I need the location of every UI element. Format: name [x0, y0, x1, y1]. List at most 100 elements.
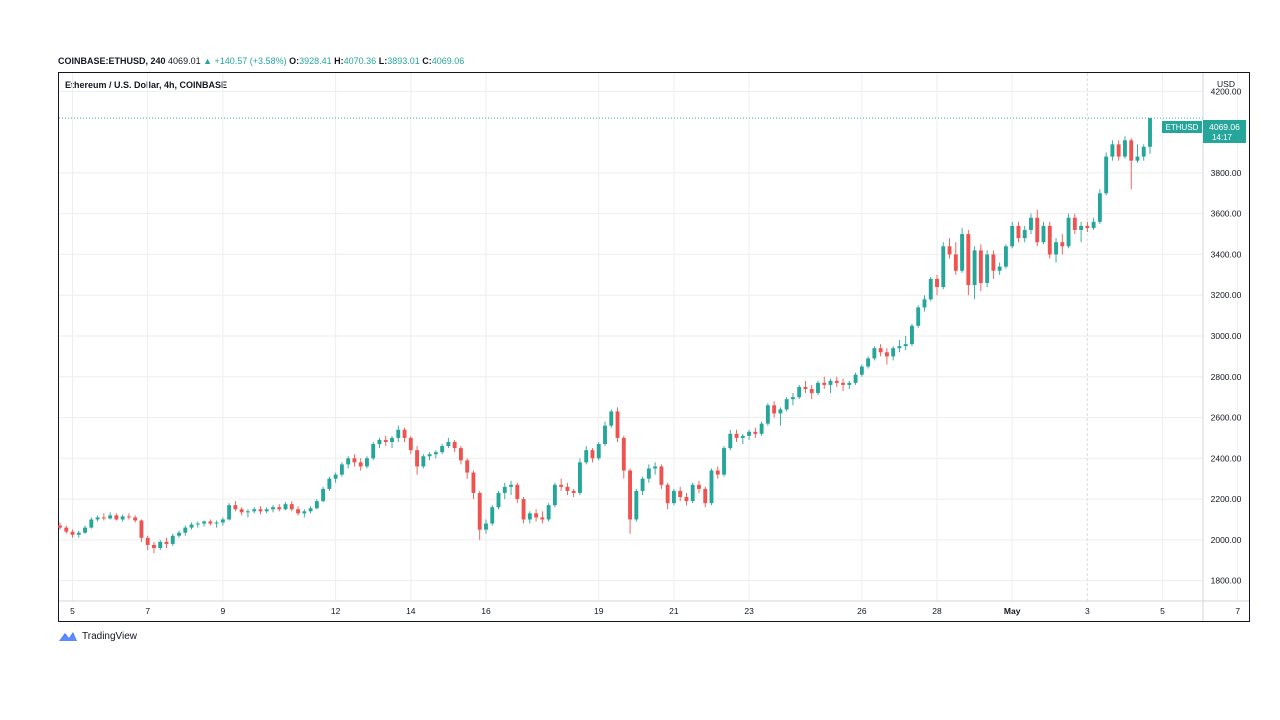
price-badge-symbol: ETHUSD: [1166, 123, 1199, 132]
symbol-legend: COINBASE:ETHUSD, 240 4069.01 ▲ +140.57 (…: [58, 56, 464, 66]
candle-body: [878, 348, 883, 353]
candle-body: [220, 519, 225, 523]
candle-body: [872, 348, 877, 359]
candle-body: [477, 492, 482, 530]
candle-body: [709, 470, 714, 504]
candle-body: [126, 516, 131, 518]
candle-body: [590, 450, 595, 459]
tradingview-brand: TradingView: [82, 630, 138, 642]
candle-body: [458, 448, 463, 461]
candle-body: [446, 441, 451, 447]
chart-title: Ethereum / U.S. Dollar, 4h, COINBASE: [65, 80, 228, 90]
time-tick-label: 23: [744, 606, 754, 616]
candle-body: [985, 254, 990, 283]
candle-body: [960, 234, 965, 271]
candle-body: [158, 541, 163, 548]
candle-body: [415, 450, 420, 467]
candle-body: [778, 409, 783, 414]
candle-body: [1097, 193, 1102, 222]
candle-body: [540, 517, 545, 520]
tradingview-footer[interactable]: TradingView: [58, 629, 137, 643]
candle-body: [653, 466, 658, 469]
candle-body: [1010, 225, 1015, 247]
candle-body: [953, 254, 958, 271]
candle-body: [646, 468, 651, 479]
candle-body: [853, 374, 858, 383]
candle-body: [966, 234, 971, 286]
chart-grid: [59, 73, 1239, 601]
time-tick-label: 21: [669, 606, 679, 616]
candle-body: [866, 358, 871, 367]
candle-body: [202, 521, 207, 524]
candle-body: [884, 352, 889, 357]
candle-body: [634, 490, 639, 520]
candle-body: [1066, 217, 1071, 247]
time-tick-label: 16: [481, 606, 491, 616]
candle-body: [471, 472, 476, 493]
candle-body: [177, 532, 181, 536]
candle-body: [697, 484, 701, 489]
high-label: H:: [334, 56, 344, 66]
candle-body: [296, 509, 300, 514]
candles: [58, 117, 1152, 554]
candle-body: [1091, 221, 1096, 228]
price-tick-label: 2200.00: [1211, 494, 1242, 504]
candle-body: [671, 490, 676, 504]
candle-body: [58, 525, 62, 528]
candle-body: [991, 254, 996, 271]
candle-body: [997, 266, 1002, 271]
candle-body: [396, 429, 401, 438]
candle-body: [684, 497, 689, 502]
candle-body: [816, 382, 820, 394]
candle-body: [759, 423, 764, 434]
candle-body: [152, 544, 156, 548]
candle-body: [1085, 225, 1090, 228]
candle-body: [916, 307, 921, 326]
candle-body: [615, 411, 620, 438]
last-price: 4069.01: [168, 56, 201, 66]
time-tick-label: 19: [594, 606, 604, 616]
candle-body: [747, 431, 752, 436]
candle-body: [947, 246, 952, 255]
chart-frame[interactable]: [58, 72, 1250, 622]
candle-body: [120, 516, 125, 520]
candle-body: [89, 519, 94, 528]
tradingview-logo-icon: [59, 632, 77, 641]
price-tick-label: 3800.00: [1211, 168, 1242, 178]
candle-body: [214, 522, 219, 524]
candle-body: [690, 484, 695, 502]
candle-body: [402, 429, 407, 438]
candle-body: [383, 439, 388, 442]
candle-body: [83, 527, 87, 533]
candle-body: [365, 458, 369, 467]
close-value: 4069.06: [431, 56, 465, 66]
candle-body: [1135, 156, 1140, 161]
candle-body: [1072, 217, 1077, 230]
candle-body: [170, 535, 175, 544]
candle-body: [897, 346, 902, 349]
time-tick-label: 28: [932, 606, 942, 616]
candle-body: [1022, 229, 1027, 239]
price-tick-label: 2000.00: [1211, 535, 1242, 545]
candle-body: [509, 484, 513, 487]
candle-body: [427, 454, 432, 457]
last-price-badge: ETHUSD 4069.06 14:17: [1162, 120, 1246, 143]
time-tick-label: 7: [145, 606, 150, 616]
candle-body: [765, 405, 770, 424]
candle-body: [1047, 225, 1052, 255]
candle-body: [358, 462, 363, 467]
candle-body: [678, 490, 683, 498]
candle-body: [659, 466, 664, 485]
candle-body: [1041, 225, 1046, 243]
candle-body: [1104, 156, 1109, 194]
candle-body: [1016, 225, 1021, 239]
time-axis: 5791214161921232628May35710: [59, 600, 1249, 616]
candle-body: [1054, 242, 1058, 255]
price-change: ▲ +140.57 (+3.58%): [203, 56, 287, 66]
price-tick-label: 4200.00: [1211, 86, 1242, 96]
candle-body: [496, 492, 501, 508]
candle-body: [1110, 144, 1115, 157]
candle-body: [847, 382, 852, 385]
candle-body: [841, 382, 845, 385]
